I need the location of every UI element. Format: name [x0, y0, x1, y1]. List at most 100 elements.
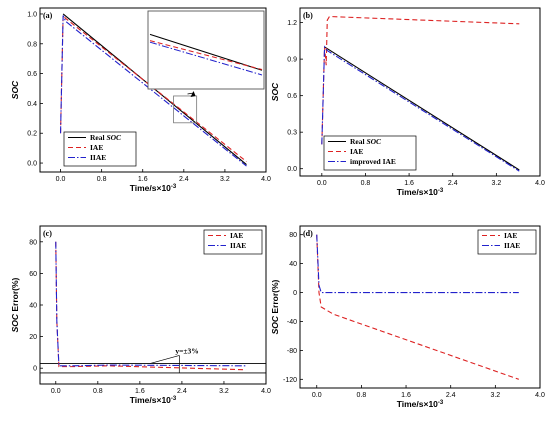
annotation-label: y=±3%: [175, 346, 198, 355]
panel-label: (c): [43, 229, 52, 238]
x-tick-label: 1.6: [401, 392, 411, 399]
x-axis-title: Time/s×10-3: [397, 399, 444, 409]
x-tick-label: 4.0: [535, 392, 545, 399]
y-axis-title-rest: Error(%): [270, 279, 280, 316]
inset-series-3: [149, 41, 263, 76]
legend-label-main: IAE: [230, 231, 243, 240]
y-axis-title-main: SOC: [270, 82, 280, 101]
x-tick-label: 3.2: [220, 176, 230, 183]
y-tick-label: 60: [29, 271, 37, 278]
y-tick-label: -80: [287, 348, 297, 355]
y-tick-label: 0.3: [287, 130, 297, 137]
y-tick-label: 0: [293, 290, 297, 297]
x-tick-label: 1.6: [404, 180, 414, 187]
y-axis-title: SOC Error(%): [10, 277, 20, 332]
y-tick-label: 1.2: [287, 20, 297, 27]
legend-label: IAE: [504, 231, 517, 240]
series-line-2: [55, 241, 247, 367]
legend-label-main: improved IAE: [350, 157, 396, 166]
x-tick-label: 0.0: [312, 392, 322, 399]
x-tick-label: 0.8: [357, 392, 367, 399]
x-axis-title: Time/s×10-3: [130, 183, 177, 193]
zoom-arrow-head: [190, 91, 196, 97]
legend-label-main: IIAE: [230, 241, 246, 250]
series-line-2: [59, 14, 247, 162]
x-axis-title: Time/s×10-3: [397, 187, 444, 197]
legend-label-italic: SOC: [106, 133, 122, 142]
plot-frame: [299, 225, 541, 389]
chart-panel-2: (b) 0.0 0.8 1.6 2.4 3.2 4.0 0.0 0.3 0.6 0.9 1.2 Time…: [270, 7, 545, 197]
y-tick-label: 0.8: [27, 41, 37, 48]
legend-label-main: IAE: [350, 147, 363, 156]
y-tick-label: 0.2: [27, 131, 37, 138]
x-tick-label: 2.4: [177, 388, 187, 395]
x-axis-title-main: Time/s×10: [397, 399, 438, 409]
y-axis-title-italic: SOC: [270, 315, 280, 334]
x-axis-title-exp: -3: [438, 400, 444, 406]
y-tick-label: 0.9: [287, 57, 297, 64]
x-tick-label: 0.8: [361, 180, 371, 187]
series-line-1: [324, 46, 520, 171]
y-tick-label: 1.0: [27, 11, 37, 18]
annotation-arrow-up: [150, 355, 180, 364]
series-line-2: [316, 234, 519, 294]
chart-panel-4: (d) 0.0 0.8 1.6 2.4 3.2 4.0 -120 -80 -40 0 40 80 Time…: [270, 225, 545, 409]
x-axis-title-main: Time/s×10: [397, 187, 438, 197]
inset-frame: [147, 10, 265, 90]
y-tick-label: 0.6: [287, 93, 297, 100]
panel-label: (d): [303, 229, 313, 238]
series-line-3: [59, 15, 247, 167]
y-axis-title-main: SOC: [10, 80, 20, 99]
legend-label: IIAE: [230, 241, 246, 250]
plot-frame: [299, 7, 541, 177]
y-tick-label: 40: [29, 303, 37, 310]
x-tick-label: 2.4: [448, 180, 458, 187]
legend-label-main: IIAE: [90, 153, 106, 162]
y-tick-label: 80: [29, 239, 37, 246]
chart-panel-1: (a) 0.0 0.8 1.6 2.4 3.2 4.0 0.0 0.2 0.4 0.6 0.8 1.0 T…: [10, 7, 271, 193]
x-tick-label: 3.2: [219, 388, 229, 395]
y-tick-label: 80: [289, 232, 297, 239]
legend-label: Real SOC: [90, 133, 122, 142]
legend-label: Real SOC: [350, 137, 382, 146]
legend-label-main: IIAE: [504, 241, 520, 250]
x-axis-title-exp: -3: [171, 396, 177, 402]
x-tick-label: 3.2: [491, 180, 501, 187]
x-tick-label: 1.6: [138, 176, 148, 183]
legend-label-main: Real: [90, 133, 106, 142]
zoom-box: [173, 95, 198, 124]
x-tick-label: 1.6: [135, 388, 145, 395]
x-tick-label: 0.0: [317, 180, 327, 187]
legend-label: IIAE: [504, 241, 520, 250]
y-tick-label: 40: [289, 261, 297, 268]
x-axis-title-exp: -3: [438, 188, 444, 194]
legend-label: IAE: [230, 231, 243, 240]
series-line-1: [316, 234, 519, 380]
panel-label: (a): [43, 11, 53, 20]
x-tick-label: 0.8: [97, 176, 107, 183]
y-tick-label: 20: [29, 334, 37, 341]
y-axis-title: SOC Error(%): [270, 279, 280, 334]
x-tick-label: 4.0: [261, 176, 271, 183]
x-tick-label: 4.0: [535, 180, 545, 187]
panel-label: (b): [303, 11, 313, 20]
legend-label-main: Real: [350, 137, 366, 146]
x-axis-title: Time/s×10-3: [130, 395, 177, 405]
y-axis-title: SOC: [10, 80, 20, 99]
x-tick-label: 4.0: [261, 388, 271, 395]
x-tick-label: 2.4: [179, 176, 189, 183]
legend-label-italic: SOC: [366, 137, 382, 146]
y-axis-title-italic: SOC: [10, 313, 20, 332]
x-axis-title-exp: -3: [171, 184, 177, 190]
legend-label-main: IAE: [90, 143, 103, 152]
x-tick-label: 2.4: [446, 392, 456, 399]
x-tick-label: 0.0: [56, 176, 66, 183]
y-axis-title: SOC: [270, 82, 280, 101]
y-tick-label: -40: [287, 319, 297, 326]
x-tick-label: 0.0: [51, 388, 61, 395]
legend-box: [477, 229, 537, 255]
x-tick-label: 0.8: [93, 388, 103, 395]
x-axis-title-main: Time/s×10: [130, 395, 171, 405]
x-tick-label: 3.2: [490, 392, 500, 399]
